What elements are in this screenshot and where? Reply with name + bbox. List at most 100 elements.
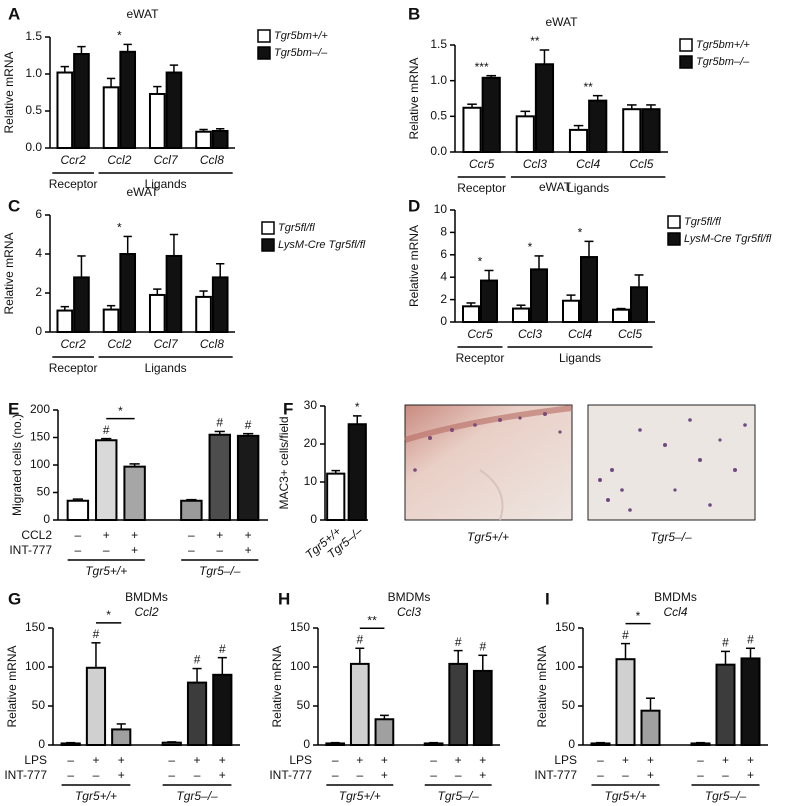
condition-name: INT-777: [534, 768, 577, 782]
condition-value: –: [455, 768, 462, 782]
bar-annotation: #: [747, 632, 754, 646]
significance-mark: *: [118, 404, 123, 418]
significance-mark: *: [117, 29, 122, 43]
y-tick-label: 150: [30, 430, 50, 444]
bar: [195, 130, 212, 150]
condition-value: –: [332, 768, 339, 782]
x-tick-label: Ccr2: [60, 153, 86, 167]
panel-letter: C: [8, 196, 20, 215]
y-tick-label: 1.5: [25, 29, 42, 43]
bar: [73, 53, 90, 150]
bar: [85, 666, 107, 747]
panel-letter: H: [278, 589, 290, 608]
bar-annotation: #: [216, 416, 223, 430]
bar-annotation: #: [245, 418, 252, 432]
condition-value: –: [168, 768, 175, 782]
image-caption: Tgr5–/–: [650, 530, 692, 544]
bar: [212, 673, 233, 746]
condition-value: –: [103, 543, 110, 557]
condition-value: –: [188, 543, 195, 557]
bar: [374, 718, 395, 747]
y-tick-label: 50: [562, 698, 576, 712]
condition-value: +: [747, 768, 754, 782]
significance-mark: *: [478, 255, 483, 269]
chart-title: BMDMs: [125, 590, 168, 604]
bar: [165, 71, 183, 149]
group-label: Tgr5–/–: [438, 789, 480, 803]
group-label: Ligands: [567, 181, 609, 195]
condition-value: +: [118, 753, 125, 767]
chart-title: eWAT: [127, 185, 160, 199]
condition-value: +: [455, 753, 462, 767]
bar: [102, 308, 120, 334]
condition-name: CCL2: [21, 528, 52, 542]
group-label: Receptor: [49, 177, 98, 191]
y-tick-label: 100: [25, 659, 45, 673]
y-tick-label: 10: [304, 474, 318, 488]
condition-value: –: [216, 543, 223, 557]
y-tick-label: 150: [290, 620, 310, 634]
panel-letter: A: [8, 4, 20, 23]
bar-annotation: *: [355, 400, 360, 414]
legend-swatch: [679, 38, 693, 52]
y-tick-label: 4: [35, 246, 42, 260]
bar: [326, 472, 346, 522]
bar: [347, 423, 367, 521]
group-label: Tgr5–/–: [176, 789, 218, 803]
condition-value: +: [479, 753, 486, 767]
y-tick-label: 100: [30, 457, 50, 471]
condition-value: –: [597, 753, 604, 767]
significance-mark: *: [106, 608, 111, 622]
y-tick-label: 150: [25, 620, 45, 634]
condition-value: –: [188, 528, 195, 542]
y-tick-label: 0: [35, 324, 42, 338]
bar-annotation: #: [356, 632, 363, 646]
bar-annotation: #: [622, 628, 629, 642]
y-axis-label: Relative mRNA: [5, 645, 19, 727]
x-tick-label: Ccl2: [107, 337, 131, 351]
y-axis-label: MAC3+ cells/field: [277, 416, 291, 509]
legend-swatch: [667, 232, 681, 246]
condition-value: –: [430, 768, 437, 782]
group-label: Tgr5+/+: [339, 789, 381, 803]
y-tick-label: 0: [38, 737, 45, 751]
y-tick-label: 0.0: [430, 144, 447, 158]
bar-annotation: #: [722, 636, 729, 650]
bar: [119, 50, 137, 149]
bar-annotation: #: [479, 639, 486, 653]
y-tick-label: 4: [440, 269, 447, 283]
condition-name: INT-777: [269, 768, 312, 782]
bar: [630, 286, 648, 323]
y-axis-label: Relative mRNA: [270, 645, 284, 727]
bar: [534, 63, 555, 153]
panel-letter: F: [283, 399, 293, 418]
condition-value: –: [67, 768, 74, 782]
group-label: Tgr5+/+: [75, 789, 117, 803]
condition-value: +: [381, 753, 388, 767]
condition-value: –: [332, 753, 339, 767]
panel-letter: D: [408, 196, 420, 215]
significance-mark: **: [367, 613, 377, 627]
group-label: Tgr5–/–: [199, 564, 241, 578]
y-tick-label: 200: [30, 402, 50, 416]
bar: [740, 657, 761, 746]
y-tick-label: 6: [440, 247, 447, 261]
legend-swatch: [679, 55, 693, 69]
condition-value: –: [75, 528, 82, 542]
group-label: Ligands: [559, 351, 601, 365]
condition-name: INT-777: [9, 543, 52, 557]
y-axis-label: Relative mRNA: [2, 232, 16, 314]
bar: [622, 108, 642, 153]
condition-name: LPS: [289, 753, 312, 767]
y-tick-label: 0: [310, 512, 317, 526]
bar: [481, 76, 501, 153]
x-tick-label: Ccl2: [107, 153, 131, 167]
y-tick-label: 2: [35, 285, 42, 299]
bar: [641, 108, 661, 153]
significance-mark: **: [583, 80, 593, 94]
bar-annotation: #: [219, 642, 226, 656]
condition-value: +: [647, 753, 654, 767]
condition-value: +: [479, 768, 486, 782]
condition-value: +: [722, 753, 729, 767]
group-label: Tgr5+/+: [604, 789, 646, 803]
